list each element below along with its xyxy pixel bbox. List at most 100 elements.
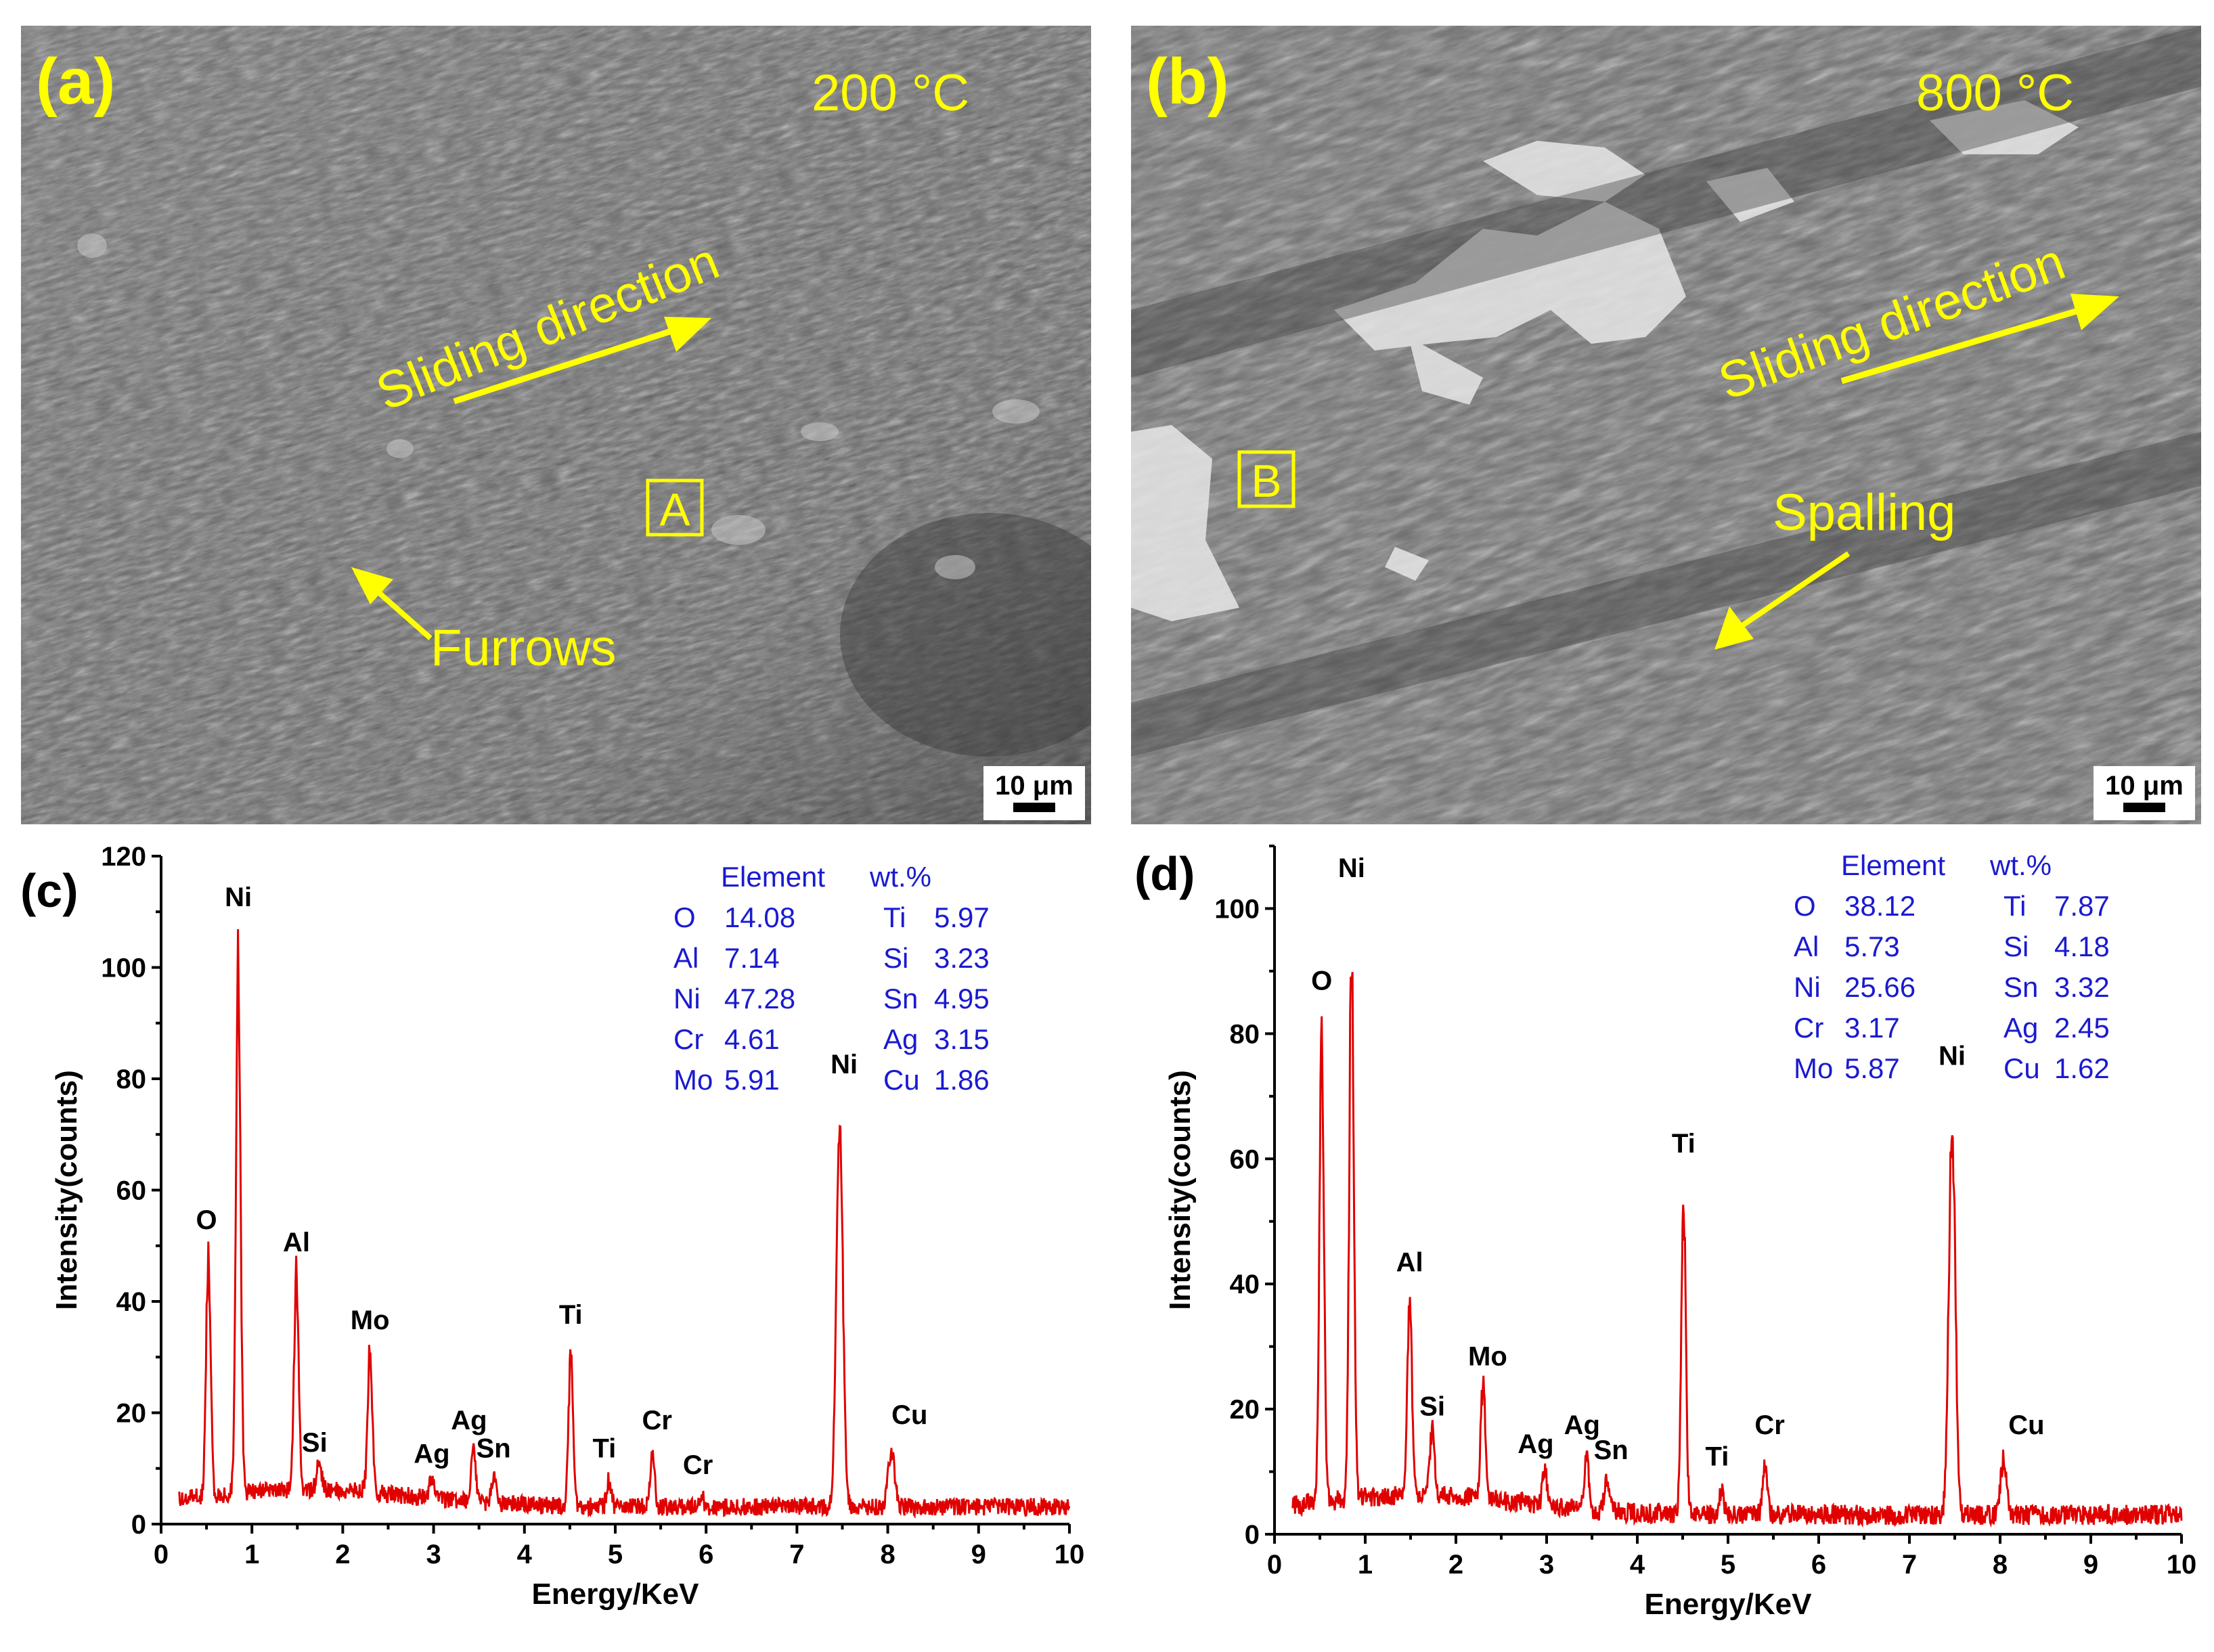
- chart-d-composition-cell: 38.12: [1844, 890, 1916, 922]
- chart-d-composition-header-element: Element: [1841, 849, 1945, 881]
- chart-d-x-axis-title: Energy/KeV: [1645, 1588, 1813, 1621]
- chart-d-composition-cell: Al: [1794, 931, 1819, 962]
- region-label-a: A: [659, 484, 690, 535]
- chart-d-composition-cell: Cr: [1794, 1012, 1823, 1044]
- chart-c-x-tick-label: 7: [789, 1540, 804, 1569]
- chart-c-x-tick-label: 0: [154, 1540, 169, 1569]
- temperature-label-a: 200 °C: [812, 64, 969, 122]
- panel-letter-a: (a): [36, 45, 115, 118]
- chart-c-composition-cell: Si: [883, 942, 908, 974]
- chart-c-peak-label: Ti: [559, 1300, 583, 1330]
- chart-d-peak-label: O: [1311, 966, 1332, 996]
- sem-image-b: (b) 800 °C Sliding direction Spalling B …: [1131, 26, 2201, 824]
- chart-d-composition-cell: Ag: [2003, 1012, 2038, 1044]
- chart-c-composition-cell: 47.28: [724, 983, 795, 1014]
- chart-d-composition-cell: Si: [2003, 931, 2029, 962]
- scale-bar-label-a: 10 μm: [995, 771, 1073, 801]
- chart-d-x-tick-label: 5: [1721, 1550, 1735, 1580]
- chart-c-x-tick-label: 5: [608, 1540, 623, 1569]
- chart-c-composition-cell: Al: [673, 942, 699, 974]
- chart-c-x-tick-label: 10: [1055, 1540, 1085, 1569]
- sem-image-a-canvas: (a) 200 °C Sliding direction Furrows A 1…: [21, 26, 1091, 824]
- chart-d-peak-label: Al: [1396, 1248, 1423, 1278]
- chart-d-x-tick-label: 9: [2083, 1550, 2098, 1580]
- chart-c-composition-cell: 3.15: [934, 1023, 990, 1055]
- chart-c-composition-cell: 1.86: [934, 1064, 990, 1096]
- chart-c-peak-label: Ni: [831, 1050, 858, 1079]
- sem-image-a: (a) 200 °C Sliding direction Furrows A 1…: [21, 26, 1091, 824]
- chart-d-x-tick-label: 2: [1448, 1550, 1463, 1580]
- chart-d-peak-label: Cu: [2008, 1410, 2044, 1440]
- chart-c-panel-letter: (c): [20, 864, 79, 917]
- chart-c-composition-cell: Ti: [883, 901, 906, 933]
- chart-d-y-tick-label: 40: [1230, 1270, 1260, 1299]
- chart-d-composition-cell: 5.87: [1844, 1052, 1900, 1084]
- furrows-arrow: [351, 567, 433, 640]
- chart-c-composition-cell: Cr: [673, 1023, 703, 1055]
- chart-d-composition-cell: Ni: [1794, 971, 1821, 1003]
- chart-c-peak-label: Al: [283, 1228, 310, 1257]
- chart-d-peak-label: Ag: [1518, 1429, 1553, 1459]
- sliding-direction-arrow-a: [453, 317, 711, 405]
- chart-c-peak-label: Cr: [642, 1406, 672, 1435]
- chart-d-composition-cell: 2.45: [2054, 1012, 2110, 1044]
- chart-c-composition-cell: 14.08: [724, 901, 795, 933]
- chart-c-y-tick-label: 0: [131, 1510, 146, 1540]
- chart-d-y-axis-title: Intensity(counts): [1164, 1070, 1197, 1310]
- scale-bar-label-b: 10 μm: [2105, 771, 2184, 801]
- chart-d-composition-header-wt: wt.%: [1989, 849, 2052, 881]
- chart-d-x-tick-label: 0: [1267, 1550, 1282, 1580]
- furrows-label: Furrows: [430, 619, 616, 677]
- panel-letter-b: (b): [1146, 45, 1229, 118]
- scale-bar-a: 10 μm: [983, 766, 1085, 820]
- sliding-direction-arrow-b: [1840, 294, 2119, 384]
- chart-d-composition-cell: 7.87: [2054, 890, 2110, 922]
- chart-c-composition-header-wt: wt.%: [869, 861, 931, 893]
- chart-d-spectrum-series: [1291, 972, 2183, 1528]
- chart-c-composition-cell: Ag: [883, 1023, 918, 1055]
- chart-c-composition-cell: Mo: [673, 1064, 713, 1096]
- chart-c-x-tick-label: 8: [880, 1540, 895, 1569]
- chart-d-peak-label: Ti: [1706, 1442, 1729, 1471]
- chart-c-spectrum-series: [178, 929, 1071, 1519]
- chart-d-x-tick-label: 3: [1539, 1550, 1554, 1580]
- chart-c-composition-cell: 4.61: [724, 1023, 780, 1055]
- eds-chart-c: 0 1 2 3 4 5 6 7 8 9 10 0 20 40 60 80 100 120 Energy/KeV Int…: [0, 826, 1097, 1652]
- chart-d-x-tick-label: 4: [1630, 1550, 1645, 1580]
- chart-c-peak-label: Ni: [225, 883, 252, 912]
- scale-bar-b: 10 μm: [2094, 766, 2195, 820]
- chart-c-peak-label: Ag: [414, 1439, 449, 1469]
- chart-c-peak-label: Cr: [683, 1450, 713, 1480]
- chart-d-peak-label: Sn: [1594, 1435, 1629, 1465]
- dark-region: [840, 513, 1091, 757]
- chart-c-composition-cell: O: [673, 901, 696, 933]
- dark-bands: [1131, 26, 2201, 757]
- chart-d-composition-cell: 3.17: [1844, 1012, 1900, 1044]
- chart-c-x-tick-label: 4: [517, 1540, 533, 1569]
- sem-image-b-canvas: (b) 800 °C Sliding direction Spalling B …: [1131, 26, 2201, 824]
- chart-c-x-tick-label: 2: [335, 1540, 350, 1569]
- chart-c-y-tick-label: 40: [116, 1287, 147, 1317]
- chart-c-peak-label: Mo: [351, 1305, 390, 1335]
- chart-c-composition-cell: Cu: [883, 1064, 920, 1096]
- chart-d-x-tick-label: 10: [2167, 1550, 2197, 1580]
- region-label-b: B: [1251, 455, 1281, 507]
- chart-d-composition-cell: O: [1794, 890, 1816, 922]
- chart-d-composition-cell: Sn: [2003, 971, 2038, 1003]
- region-box-a: [646, 478, 704, 537]
- eds-chart-c-svg: 0 1 2 3 4 5 6 7 8 9 10020406080100120Energy/KeVInt…: [20, 842, 1085, 1611]
- chart-d-panel-letter: (d): [1134, 847, 1195, 900]
- chart-d-y-tick-label: 20: [1230, 1395, 1260, 1425]
- chart-c-x-tick-label: 9: [971, 1540, 986, 1569]
- chart-d-x-tick-label: 8: [1993, 1550, 2008, 1580]
- chart-c-axes: [160, 856, 1069, 1525]
- chart-c-peak-label: Si: [302, 1428, 328, 1458]
- chart-d-peak-label: Ti: [1672, 1129, 1696, 1159]
- chart-d-peak-label: Ni: [1338, 853, 1365, 883]
- wear-debris: [77, 233, 1040, 579]
- chart-c-x-tick-label: 1: [244, 1540, 259, 1569]
- spalling-arrow: [1714, 551, 1851, 650]
- temperature-label-b: 800 °C: [1916, 64, 2074, 122]
- chart-d-y-tick-label: 60: [1230, 1144, 1260, 1174]
- chart-c-x-tick-label: 6: [699, 1540, 713, 1569]
